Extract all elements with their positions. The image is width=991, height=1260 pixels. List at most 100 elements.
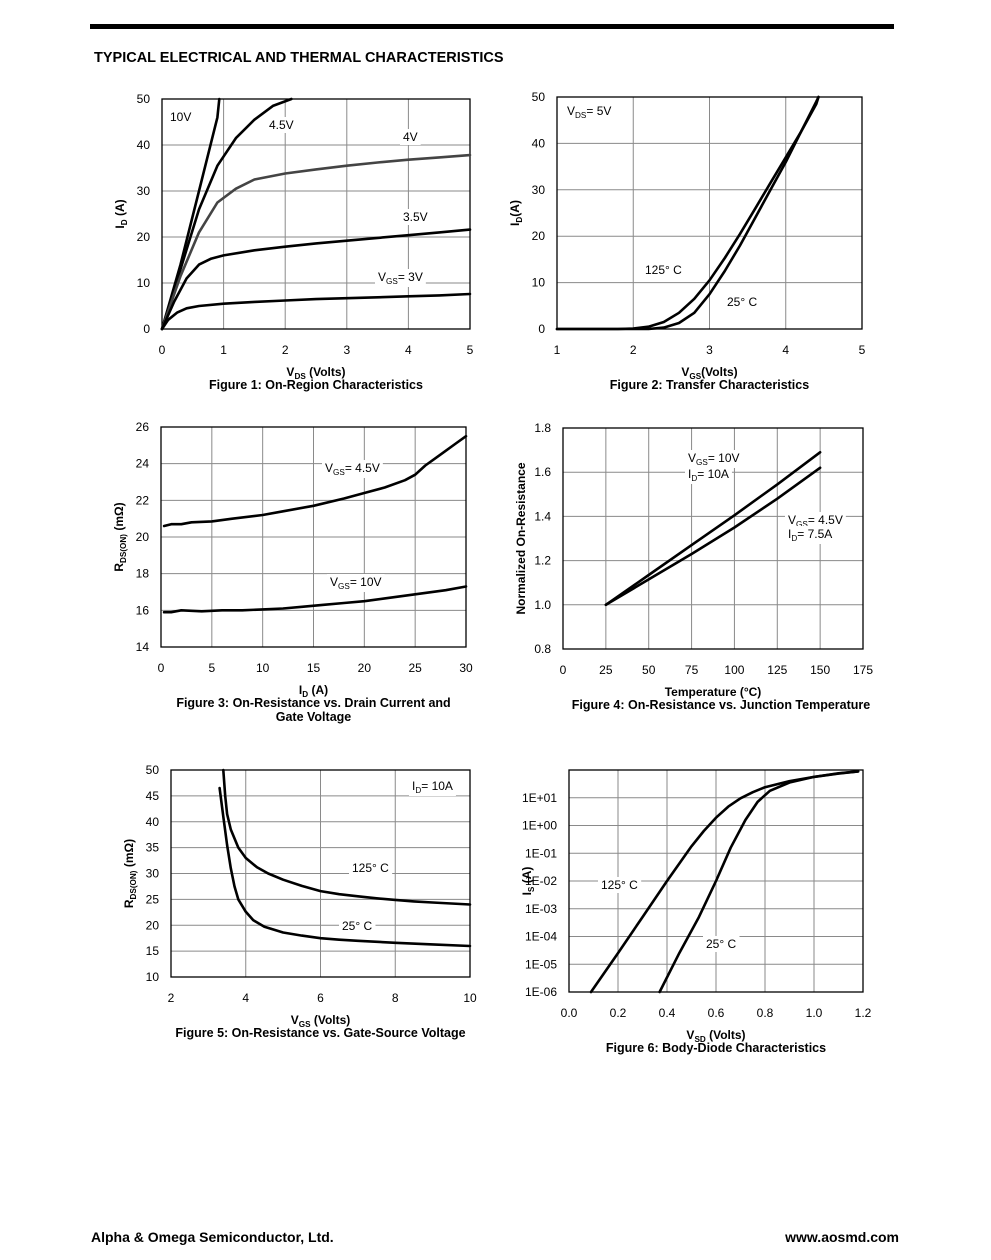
y-tick-label: 50 — [146, 763, 160, 777]
figure-caption: Figure 2: Transfer Characteristics — [610, 378, 809, 392]
y-tick-label: 35 — [146, 841, 160, 855]
x-tick-label: 10 — [463, 991, 477, 1005]
x-axis-label: VDS (Volts) — [286, 365, 345, 381]
series-label-bg — [375, 269, 426, 287]
series-line-2 — [555, 95, 820, 331]
chart-note: VDS= 5V — [567, 104, 611, 120]
x-tick-label: 0 — [158, 661, 165, 675]
x-tick-label: 15 — [307, 661, 321, 675]
chart-note-bg — [409, 778, 456, 796]
series-line-2 — [218, 786, 472, 948]
y-tick-label: 25 — [146, 892, 160, 906]
series-label-2: 25° C — [706, 937, 736, 951]
y-axis-label: Normalized On-Resistance — [514, 462, 528, 614]
y-tick-label: 40 — [146, 815, 160, 829]
y-tick-label: 1E-05 — [525, 957, 557, 971]
figure-caption: Figure 5: On-Resistance vs. Gate-Source … — [175, 1026, 465, 1040]
y-tick-label: 1E+01 — [522, 791, 557, 805]
y-tick-label: 1.4 — [534, 509, 551, 523]
y-tick-label: 10 — [146, 970, 160, 984]
y-tick-label: 50 — [137, 92, 151, 106]
x-axis-label: VGS (Volts) — [291, 1013, 351, 1029]
x-tick-label: 0.4 — [659, 1006, 676, 1020]
header-rule — [90, 24, 894, 29]
y-tick-label: 10 — [532, 276, 546, 290]
y-tick-label: 18 — [136, 567, 150, 581]
chart-note-bg — [564, 103, 615, 121]
series-label-bg — [327, 574, 385, 592]
y-tick-label: 20 — [146, 918, 160, 932]
series-label-1: VGS= 4.5V — [325, 461, 380, 477]
y-tick-label: 40 — [532, 136, 546, 150]
y-axis-label: ID(A) — [508, 200, 524, 226]
x-tick-label: 20 — [358, 661, 372, 675]
page-title: TYPICAL ELECTRICAL AND THERMAL CHARACTER… — [94, 50, 504, 66]
plot-frame — [160, 426, 467, 648]
y-tick-label: 45 — [146, 789, 160, 803]
y-tick-label: 22 — [136, 493, 150, 507]
x-tick-label: 100 — [724, 663, 744, 677]
y-tick-label: 16 — [136, 603, 150, 617]
x-tick-label: 5 — [208, 661, 215, 675]
x-tick-label: 30 — [459, 661, 473, 675]
x-tick-label: 0.0 — [561, 1006, 578, 1020]
series-label-bg — [785, 526, 836, 544]
y-tick-label: 15 — [146, 944, 160, 958]
figure-caption: Figure 1: On-Region Characteristics — [209, 378, 423, 392]
x-tick-label: 0.6 — [708, 1006, 725, 1020]
series-label-bg — [703, 936, 740, 952]
y-tick-label: 30 — [532, 183, 546, 197]
y-tick-label: 1E-02 — [525, 874, 557, 888]
y-tick-label: 1E+00 — [522, 819, 557, 833]
y-tick-label: 1E-04 — [525, 930, 557, 944]
plot-frame — [568, 769, 864, 993]
series-label-1: 125° C — [601, 878, 638, 892]
y-tick-label: 1E-01 — [525, 846, 557, 860]
x-tick-label: 1 — [220, 343, 227, 357]
y-tick-label: 20 — [137, 230, 151, 244]
figure-caption: Gate Voltage — [276, 710, 352, 724]
series-label-1: VGS= 10V — [688, 451, 740, 467]
series-label-bg — [598, 877, 642, 893]
series-label-bg — [167, 109, 195, 125]
series-label-bg — [322, 460, 383, 478]
series-label-bg — [349, 860, 393, 876]
x-tick-label: 8 — [392, 991, 399, 1005]
x-axis-label: VSD (Volts) — [686, 1028, 745, 1044]
x-tick-label: 1.2 — [855, 1006, 872, 1020]
footer-website: www.aosmd.com — [785, 1229, 899, 1245]
x-tick-label: 1 — [554, 343, 561, 357]
x-tick-label: 4 — [242, 991, 249, 1005]
series-line-3 — [160, 153, 472, 331]
y-tick-label: 1.2 — [534, 554, 551, 568]
footer-company: Alpha & Omega Semiconductor, Ltd. — [91, 1229, 334, 1245]
y-tick-label: 1.0 — [534, 598, 551, 612]
plot-frame — [562, 427, 864, 650]
series-label-3: 4V — [403, 130, 418, 144]
x-tick-label: 175 — [853, 663, 873, 677]
series-label-bg — [266, 117, 297, 133]
x-tick-label: 150 — [810, 663, 830, 677]
x-tick-label: 3 — [706, 343, 713, 357]
x-tick-label: 75 — [685, 663, 699, 677]
x-tick-label: 6 — [317, 991, 324, 1005]
y-tick-label: 1E-03 — [525, 902, 557, 916]
series-label-bg — [685, 466, 732, 484]
series-label-bg — [400, 209, 431, 225]
y-tick-label: 30 — [137, 184, 151, 198]
x-tick-label: 2 — [168, 991, 175, 1005]
series-label-bg — [339, 918, 376, 934]
plot-frame — [170, 769, 471, 978]
y-tick-label: 10 — [137, 276, 151, 290]
y-axis-label: ID (A) — [113, 199, 129, 228]
y-tick-label: 26 — [136, 420, 150, 434]
y-axis-label: IS (A) — [520, 867, 536, 896]
series-label-bg — [685, 450, 743, 468]
x-tick-label: 125 — [767, 663, 787, 677]
series-line-2 — [160, 97, 293, 331]
figure-caption: Figure 6: Body-Diode Characteristics — [606, 1041, 826, 1055]
y-axis-label: RDS(ON) (mΩ) — [112, 502, 128, 571]
x-tick-label: 0 — [159, 343, 166, 357]
